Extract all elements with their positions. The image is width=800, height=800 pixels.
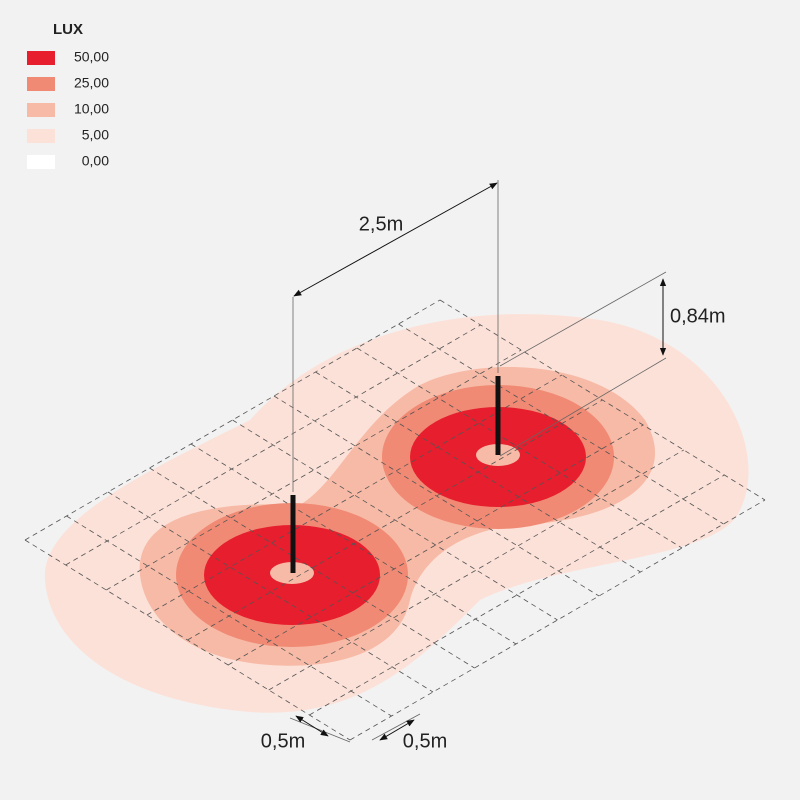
dimension-label: 0,84m — [670, 305, 726, 327]
extension-line — [499, 357, 667, 457]
grid-line — [65, 324, 481, 566]
grid-line — [24, 299, 441, 541]
dimension-label: 0,5m — [261, 730, 305, 752]
legend-label: 5,00 — [82, 127, 109, 143]
grid-line — [309, 474, 725, 716]
extension-line — [499, 271, 667, 367]
grid-line — [232, 419, 558, 621]
legend-swatch — [27, 129, 55, 143]
grid-line — [349, 499, 766, 741]
grid-line — [398, 323, 724, 525]
legend-swatch — [27, 103, 55, 117]
grid-line — [106, 349, 522, 591]
dimension-line — [293, 182, 498, 297]
legend-label: 0,00 — [82, 153, 109, 169]
dimension-line — [379, 719, 415, 741]
grid-line — [146, 374, 563, 616]
legend-label: 10,00 — [74, 101, 109, 117]
legend-label: 25,00 — [74, 75, 109, 91]
legend-title: LUX — [53, 21, 83, 38]
dimension-line — [295, 715, 329, 737]
grid-line — [187, 399, 603, 641]
grid-line — [268, 449, 684, 691]
legend-label: 50,00 — [74, 49, 109, 65]
legend-swatch — [27, 77, 55, 91]
grid-line — [227, 424, 644, 666]
grid-line — [107, 491, 434, 693]
grid-line — [356, 347, 683, 549]
grid-line — [149, 467, 475, 669]
legend-swatch — [27, 51, 55, 65]
legend-swatch — [27, 155, 55, 169]
legend: LUX 50,00 25,00 10,00 5,00 0,00 — [27, 21, 109, 169]
poles — [290, 376, 501, 573]
dimension-label: 2,5m — [359, 213, 403, 235]
floor-grid — [24, 299, 766, 741]
dimension-label: 0,5m — [403, 730, 447, 752]
dimensions: 2,5m 0,84m 0,5m 0,5m — [261, 180, 726, 752]
grid-line — [273, 395, 600, 597]
